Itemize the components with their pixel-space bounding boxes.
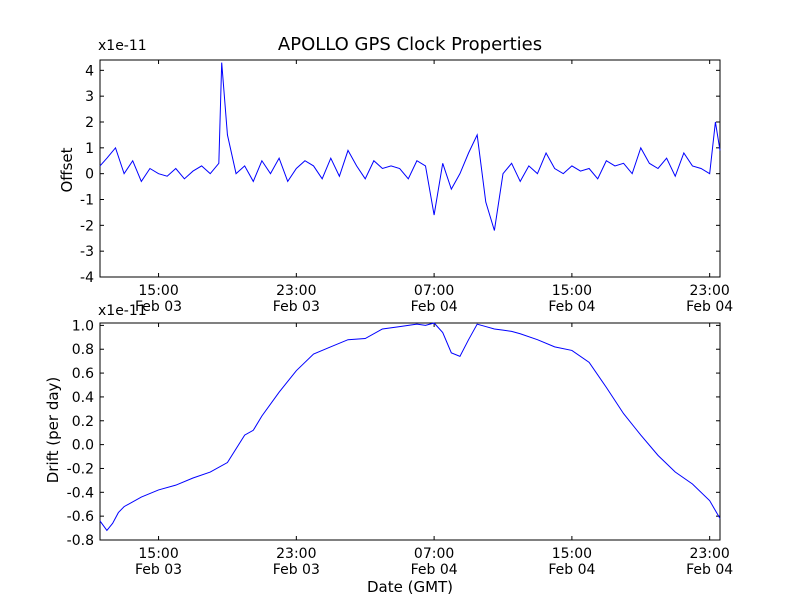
x-tick-label: 23:00 bbox=[276, 283, 316, 299]
x-tick-label: Feb 03 bbox=[135, 299, 182, 315]
x-tick-label: Feb 04 bbox=[411, 299, 458, 315]
y-tick-label: -3 bbox=[80, 244, 94, 260]
x-tick-label: 23:00 bbox=[689, 283, 729, 299]
x-tick-label: 23:00 bbox=[276, 546, 316, 562]
x-tick-label: 07:00 bbox=[414, 546, 454, 562]
offset-scale-label: x1e-11 bbox=[98, 38, 147, 54]
y-tick-label: 1 bbox=[85, 141, 94, 157]
y-tick-label: 3 bbox=[85, 89, 94, 105]
y-tick-label: 0.2 bbox=[72, 414, 94, 430]
x-tick-label: Feb 04 bbox=[686, 299, 733, 315]
x-tick-label: Feb 04 bbox=[548, 299, 595, 315]
y-tick-label: 0.0 bbox=[72, 438, 94, 454]
y-tick-label: -2 bbox=[80, 218, 94, 234]
x-tick-label: 15:00 bbox=[552, 546, 592, 562]
offset-y-axis-label: Offset bbox=[58, 147, 76, 192]
drift-plot-frame bbox=[99, 322, 721, 541]
x-tick-label: 15:00 bbox=[138, 283, 178, 299]
x-tick-label: Feb 04 bbox=[548, 562, 595, 578]
y-tick-label: -0.6 bbox=[67, 509, 94, 525]
figure-title: APOLLO GPS Clock Properties bbox=[278, 34, 542, 55]
y-tick-label: -0.2 bbox=[67, 461, 94, 477]
y-tick-label: 0 bbox=[85, 167, 94, 183]
x-tick-label: 07:00 bbox=[414, 283, 454, 299]
drift-y-axis-label: Drift (per day) bbox=[44, 377, 62, 484]
y-tick-label: -4 bbox=[80, 270, 94, 286]
y-tick-label: -0.4 bbox=[67, 485, 94, 501]
offset-plot-frame bbox=[99, 59, 721, 278]
y-tick-label: 4 bbox=[85, 63, 94, 79]
y-tick-label: 2 bbox=[85, 115, 94, 131]
x-tick-label: Feb 04 bbox=[411, 562, 458, 578]
y-tick-label: 0.6 bbox=[72, 366, 94, 382]
y-tick-label: 0.8 bbox=[72, 342, 94, 358]
x-tick-label: Feb 03 bbox=[273, 299, 320, 315]
y-tick-label: -0.8 bbox=[67, 533, 94, 549]
x-tick-label: Feb 03 bbox=[135, 562, 182, 578]
drift-x-axis-label: Date (GMT) bbox=[367, 578, 453, 596]
y-tick-label: 0.4 bbox=[72, 390, 94, 406]
drift-chart: -0.8-0.6-0.4-0.20.00.20.40.60.81.015:00F… bbox=[44, 303, 733, 596]
drift-scale-label: x1e-11 bbox=[98, 303, 147, 319]
y-tick-label: -1 bbox=[80, 193, 94, 209]
x-tick-label: 15:00 bbox=[552, 283, 592, 299]
y-tick-label: 1.0 bbox=[72, 318, 94, 334]
drift-series-line bbox=[99, 322, 721, 532]
x-tick-label: Feb 03 bbox=[273, 562, 320, 578]
x-tick-label: Feb 04 bbox=[686, 562, 733, 578]
offset-series-line bbox=[99, 62, 721, 231]
x-tick-label: 23:00 bbox=[689, 546, 729, 562]
x-tick-label: 15:00 bbox=[138, 546, 178, 562]
